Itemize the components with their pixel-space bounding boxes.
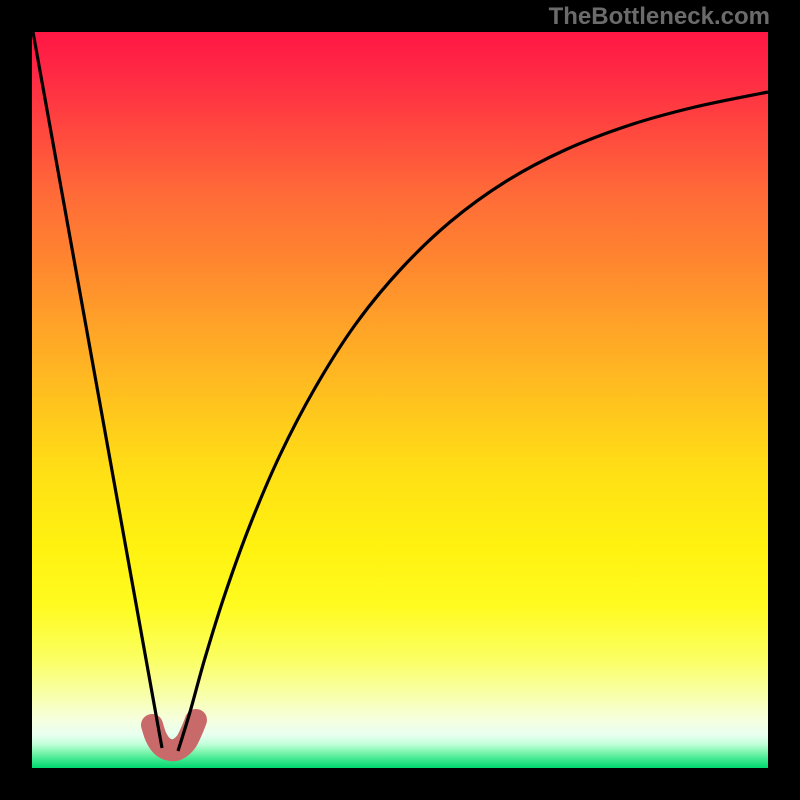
watermark-text: TheBottleneck.com xyxy=(549,3,770,31)
curve-layer xyxy=(0,0,800,800)
descending-line xyxy=(33,32,162,748)
chart-container: TheBottleneck.com xyxy=(0,0,800,800)
ascending-curve xyxy=(178,92,768,751)
